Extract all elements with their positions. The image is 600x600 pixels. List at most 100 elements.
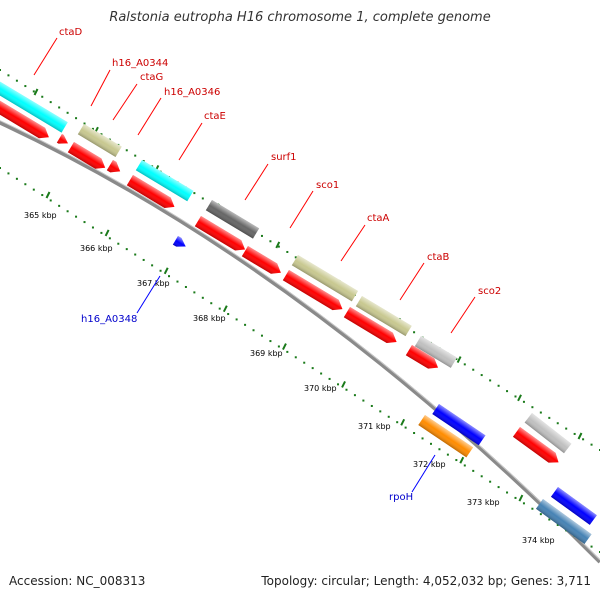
gene-label-surf1[interactable]: surf1 bbox=[271, 152, 297, 163]
outer-major-tick bbox=[577, 432, 583, 440]
inner-tick-dot bbox=[556, 523, 559, 526]
kbp-label: 367 kbp bbox=[137, 279, 170, 288]
feature-h16_A0344-shade bbox=[77, 124, 122, 157]
outer-tick-dot bbox=[83, 122, 86, 125]
inner-tick-dot bbox=[387, 415, 390, 418]
outer-tick-dot bbox=[100, 133, 103, 136]
inner-tick-dot bbox=[218, 307, 221, 310]
gene-label-sco1[interactable]: sco1 bbox=[316, 180, 339, 191]
feature-cds-1 bbox=[0, 96, 49, 139]
outer-tick-dot bbox=[514, 395, 517, 398]
leader-h16_A0348 bbox=[136, 275, 161, 314]
outer-tick-dot bbox=[201, 197, 204, 200]
feature-cds-1-shade bbox=[0, 96, 49, 139]
feature-cds-5 bbox=[126, 175, 175, 208]
inner-tick-dot bbox=[91, 226, 94, 229]
feature-cds-7-shade bbox=[241, 246, 281, 274]
inner-major-tick bbox=[518, 494, 524, 502]
outer-tick-dot bbox=[472, 368, 475, 371]
inner-tick-dot bbox=[590, 545, 593, 548]
inner-tick-dot bbox=[320, 372, 323, 375]
inner-tick-dot bbox=[506, 491, 509, 494]
feature-h16_A0348 bbox=[172, 236, 186, 247]
kbp-label: 371 kbp bbox=[358, 422, 391, 431]
inner-tick-dot bbox=[142, 258, 145, 261]
kbp-labels: 365 kbp 366 kbp 367 kbp 368 kbp 369 kbp … bbox=[24, 211, 555, 545]
outer-tick-dot bbox=[75, 117, 78, 120]
outer-tick-dot bbox=[556, 422, 559, 425]
feature-rpoH bbox=[418, 415, 474, 458]
inner-tick-dot bbox=[134, 253, 137, 256]
feature-ctaE bbox=[135, 160, 194, 202]
gene-label-ctaE[interactable]: ctaE bbox=[204, 111, 226, 122]
feature-ctaD-shade bbox=[0, 78, 68, 133]
feature-ctaE-shade bbox=[135, 160, 194, 202]
inner-tick-dot bbox=[429, 442, 432, 445]
outer-tick-dot bbox=[134, 154, 137, 157]
inner-tick-dot bbox=[244, 323, 247, 326]
inner-tick-dot bbox=[269, 340, 272, 343]
inner-tick-dot bbox=[438, 448, 441, 451]
kbp-label: 369 kbp bbox=[250, 349, 283, 358]
outer-major-tick bbox=[33, 88, 39, 96]
inner-major-tick bbox=[459, 456, 465, 464]
feature-rev-3 bbox=[535, 499, 592, 544]
inner-tick-dot bbox=[337, 383, 340, 386]
inner-tick-dot bbox=[328, 377, 331, 380]
inner-tick-dot bbox=[7, 172, 10, 175]
kbp-label: 370 kbp bbox=[304, 384, 337, 393]
inner-major-tick bbox=[282, 343, 287, 351]
outer-tick-dot bbox=[260, 234, 263, 237]
gene-label-sco2[interactable]: sco2 bbox=[478, 286, 501, 297]
gene-label-h16_A0346[interactable]: h16_A0346 bbox=[164, 87, 220, 98]
inner-tick-dot bbox=[117, 242, 120, 245]
outer-tick-dot bbox=[539, 411, 542, 414]
gene-label-rpoH[interactable]: rpoH bbox=[389, 492, 413, 503]
inner-tick-dot bbox=[489, 480, 492, 483]
leader-lines bbox=[33, 37, 476, 493]
gene-label-ctaB[interactable]: ctaB bbox=[427, 252, 450, 263]
inner-tick-dot bbox=[83, 221, 86, 224]
gene-label-ctaG[interactable]: ctaG bbox=[140, 72, 163, 83]
leader-ctaG bbox=[112, 83, 138, 121]
feature-ctaB-shade bbox=[355, 296, 412, 337]
gene-label-ctaD[interactable]: ctaD bbox=[59, 27, 83, 38]
gene-label-ctaA[interactable]: ctaA bbox=[367, 213, 390, 224]
inner-tick-dot bbox=[24, 183, 27, 186]
feature-cds-11-shade bbox=[512, 427, 559, 463]
feature-rev-1-shade bbox=[432, 404, 486, 446]
inner-tick-dot bbox=[531, 507, 534, 510]
inner-tick-dot bbox=[260, 334, 263, 337]
feature-ctaD bbox=[0, 78, 68, 133]
feature-h16_A0344 bbox=[77, 124, 122, 157]
inner-tick-dot bbox=[480, 475, 483, 478]
outer-tick-dot bbox=[193, 192, 196, 195]
inner-tick-dot bbox=[353, 394, 356, 397]
outer-tick-dot bbox=[531, 406, 534, 409]
feature-cds-4-shade bbox=[106, 160, 121, 173]
feature-cds-9-shade bbox=[343, 307, 397, 344]
outer-tick-dot bbox=[58, 106, 61, 109]
outer-tick-dot bbox=[480, 374, 483, 377]
gene-label-h16_A0348[interactable]: h16_A0348 bbox=[81, 314, 137, 325]
kbp-label: 365 kbp bbox=[24, 211, 57, 220]
feature-rev-2 bbox=[550, 487, 597, 525]
outer-tick-dot bbox=[455, 358, 458, 361]
outer-tick-dot bbox=[522, 400, 525, 403]
inner-tick-dot bbox=[539, 513, 542, 516]
feature-cds-10-shade bbox=[405, 345, 439, 369]
feature-cds-5-shade bbox=[126, 175, 175, 208]
map-title: Ralstonia eutropha H16 chromosome 1, com… bbox=[109, 10, 491, 25]
inner-tick-dot bbox=[227, 313, 230, 316]
inner-tick-dot bbox=[193, 291, 196, 294]
leader-h16_A0344 bbox=[90, 69, 111, 107]
feature-ctaA bbox=[291, 255, 359, 302]
feature-sco2-b bbox=[524, 413, 572, 454]
inner-tick-dot bbox=[159, 269, 162, 272]
inner-tick-dot bbox=[210, 302, 213, 305]
feature-surf1-shade bbox=[205, 200, 260, 239]
kbp-label: 368 kbp bbox=[193, 314, 226, 323]
gene-label-h16_A0344[interactable]: h16_A0344 bbox=[112, 58, 168, 69]
outer-tick-dot bbox=[125, 149, 128, 152]
